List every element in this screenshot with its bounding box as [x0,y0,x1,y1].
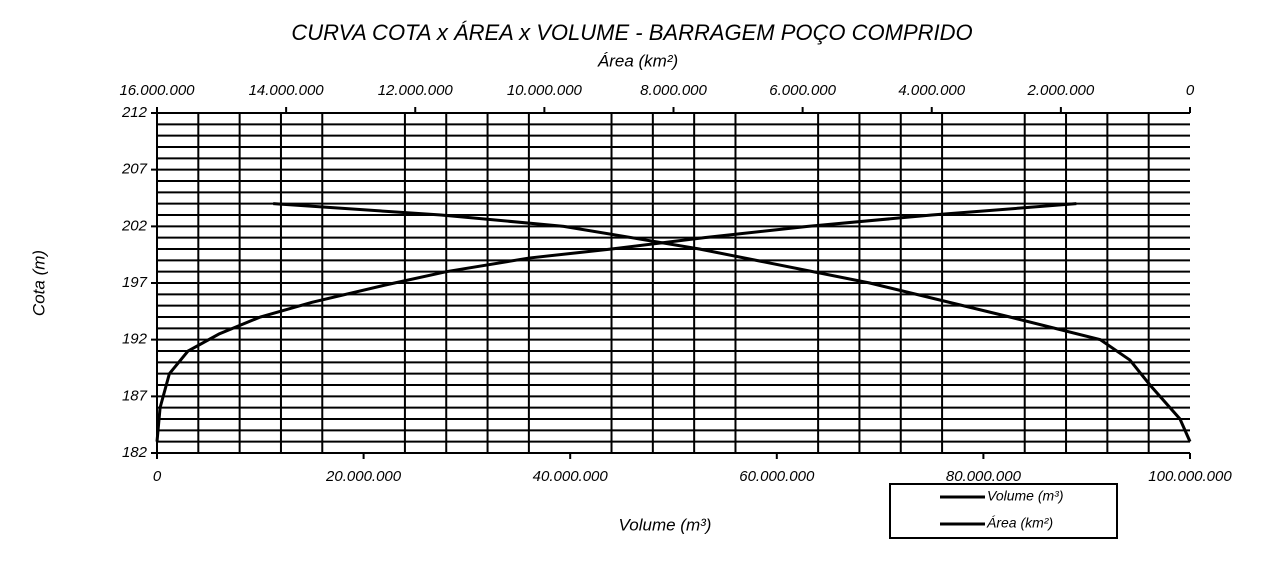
chart-title: CURVA COTA x ÁREA x VOLUME - BARRAGEM PO… [291,20,972,45]
legend-box [889,483,1118,539]
x2-tick-label: 8.000.000 [640,82,707,99]
y-tick-label: 187 [122,387,148,404]
x2-tick-label: 10.000.000 [507,82,583,99]
y-axis-label: Cota (m) [29,250,48,316]
x2-tick-label: 14.000.000 [249,82,325,99]
x-tick-label: 60.000.000 [739,468,815,485]
x2-tick-label: 6.000.000 [769,82,836,99]
x-tick-label: 40.000.000 [533,468,609,485]
y-tick-label: 212 [121,104,148,121]
x-tick-label: 0 [153,468,162,485]
x-tick-label: 80.000.000 [946,468,1022,485]
legend-label: Volume (m³) [987,488,1064,504]
x2-tick-label: 4.000.000 [898,82,965,99]
x2-tick-label: 12.000.000 [378,82,454,99]
y-tick-label: 207 [121,161,148,178]
series-line [155,202,1077,442]
y-tick-label: 182 [122,444,148,461]
y-tick-label: 202 [121,217,148,234]
y-tick-label: 192 [122,331,148,348]
y-tick-label: 197 [122,274,148,291]
x2-tick-label: 2.000.000 [1027,82,1095,99]
x2-axis-label: Área (km²) [597,51,678,70]
x-axis-label: Volume (m³) [619,515,712,534]
x2-tick-label: 16.000.000 [119,82,195,99]
x-tick-label: 20.000.000 [325,468,402,485]
legend-label: Área (km²) [986,515,1053,531]
series-line [273,202,1192,443]
x2-tick-label: 0 [1186,82,1195,99]
x-tick-label: 100.000.000 [1148,468,1232,485]
